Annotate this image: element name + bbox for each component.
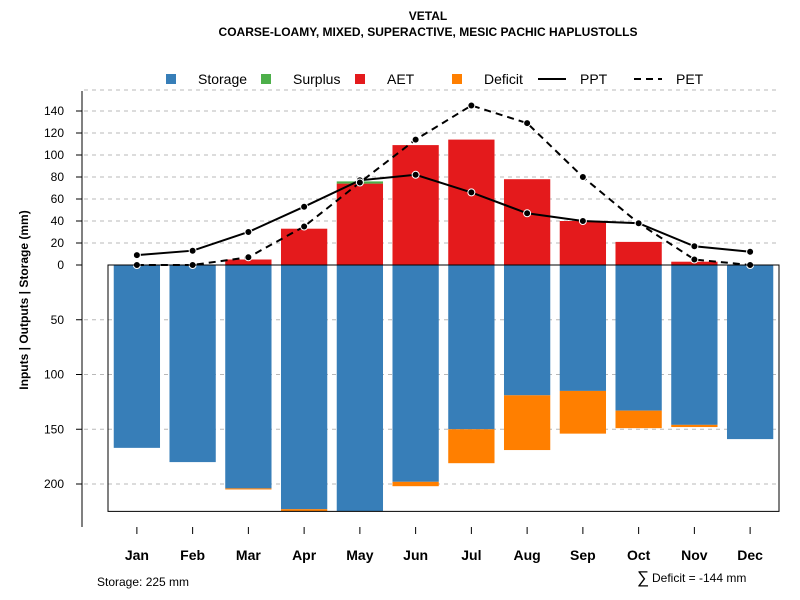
y-tick-label: 150 xyxy=(44,422,64,436)
surplus-legend-swatch xyxy=(261,74,271,84)
aet-bar xyxy=(336,183,384,265)
ppt-point xyxy=(523,209,532,218)
deficit-bar xyxy=(448,429,495,464)
storage-bar xyxy=(113,265,161,448)
pet-legend-label: PET xyxy=(676,71,704,87)
x-tick-label: Jul xyxy=(461,547,481,563)
pet-point xyxy=(523,119,532,128)
deficit-bar xyxy=(392,481,439,487)
ppt-point xyxy=(300,202,309,211)
y-axis-label: Inputs | Outputs | Storage (mm) xyxy=(17,210,31,389)
deficit-bar xyxy=(280,509,328,512)
x-tick-label: Jan xyxy=(125,547,149,563)
aet-bar xyxy=(448,139,495,265)
storage-bar xyxy=(448,265,495,430)
storage-bar xyxy=(503,265,551,396)
aet-bar xyxy=(559,221,607,265)
y-tick-label: 100 xyxy=(44,148,64,162)
ppt-point xyxy=(411,170,420,179)
aet-bar xyxy=(503,179,551,265)
storage-bar xyxy=(336,265,384,512)
pet-line xyxy=(136,104,751,266)
y-tick-label: 20 xyxy=(51,236,65,250)
storage-frame xyxy=(107,264,780,512)
aet-bar xyxy=(280,228,328,265)
ppt-point xyxy=(467,188,476,197)
deficit-note: Deficit = -144 mm xyxy=(652,571,746,585)
y-tick-label: 60 xyxy=(51,192,65,206)
ppt-point xyxy=(690,242,699,251)
x-tick-label: Jun xyxy=(403,547,428,563)
storage-bar xyxy=(392,265,439,482)
y-tick-label: 120 xyxy=(44,126,64,140)
y-tick-label: 0 xyxy=(57,258,64,272)
bars xyxy=(113,139,774,512)
storage-bar xyxy=(225,265,272,489)
pet-point xyxy=(300,222,309,231)
y-tick-label: 140 xyxy=(44,104,64,118)
x-tick-label: Feb xyxy=(180,547,205,563)
ppt-point xyxy=(244,228,253,236)
storage-bar xyxy=(559,265,607,391)
x-tick-label: Mar xyxy=(236,547,261,563)
storage-bar xyxy=(671,265,718,425)
aet-bar xyxy=(225,259,272,265)
pet-point xyxy=(690,255,699,264)
x-tick-label: Oct xyxy=(627,547,651,563)
storage-legend-label: Storage xyxy=(198,71,247,87)
aet-legend-label: AET xyxy=(387,71,415,87)
pet-point xyxy=(244,253,253,262)
ppt-point xyxy=(188,246,197,255)
storage-bar xyxy=(280,265,328,510)
aet-legend-swatch xyxy=(355,74,365,84)
pet-point xyxy=(578,173,587,181)
deficit-legend-swatch xyxy=(452,74,462,84)
storage-bar xyxy=(615,265,662,411)
storage-bar xyxy=(169,265,216,463)
y-tick-label: 50 xyxy=(51,313,65,327)
aet-bar xyxy=(392,145,439,265)
ppt-point xyxy=(132,251,141,260)
y-tick-label: 100 xyxy=(44,368,64,382)
deficit-bar xyxy=(559,390,607,434)
pet-point xyxy=(355,178,364,187)
storage-note: Storage: 225 mm xyxy=(97,575,189,589)
storage-bar xyxy=(726,265,774,440)
ppt-point xyxy=(578,217,587,225)
y-tick-label: 80 xyxy=(51,170,65,184)
series-lines xyxy=(132,101,755,269)
x-tick-label: May xyxy=(346,547,373,563)
pet-point xyxy=(634,219,643,228)
deficit-bar xyxy=(503,395,551,451)
x-tick-label: Apr xyxy=(292,547,317,563)
chart-title: VETAL xyxy=(409,9,447,23)
x-tick-label: Nov xyxy=(681,547,708,563)
pet-point xyxy=(467,101,476,110)
ppt-legend-label: PPT xyxy=(580,71,608,87)
ppt-point xyxy=(746,247,755,256)
aet-bar xyxy=(615,241,662,265)
axes: 0 20 40 60 80 100 120 140 50 100 150 200 Jan Feb Mar Ap… xyxy=(44,91,780,563)
deficit-bar xyxy=(671,424,718,428)
x-tick-label: Sep xyxy=(570,547,596,563)
surplus-legend-label: Surplus xyxy=(293,71,340,87)
ppt-line xyxy=(136,173,751,257)
deficit-bar xyxy=(225,488,272,490)
storage-legend-swatch xyxy=(166,74,176,84)
deficit-bar xyxy=(615,410,662,429)
chart-subtitle: COARSE-LOAMY, MIXED, SUPERACTIVE, MESIC … xyxy=(219,25,638,39)
x-tick-label: Aug xyxy=(514,547,541,563)
legend: Storage Surplus AET Deficit PPT PET xyxy=(166,71,704,87)
y-tick-label: 40 xyxy=(51,214,65,228)
y-tick-label: 200 xyxy=(44,477,64,491)
deficit-sum-icon: ∑ xyxy=(637,568,649,587)
deficit-legend-label: Deficit xyxy=(484,71,523,87)
pet-point xyxy=(411,135,420,144)
x-tick-label: Dec xyxy=(737,547,763,563)
